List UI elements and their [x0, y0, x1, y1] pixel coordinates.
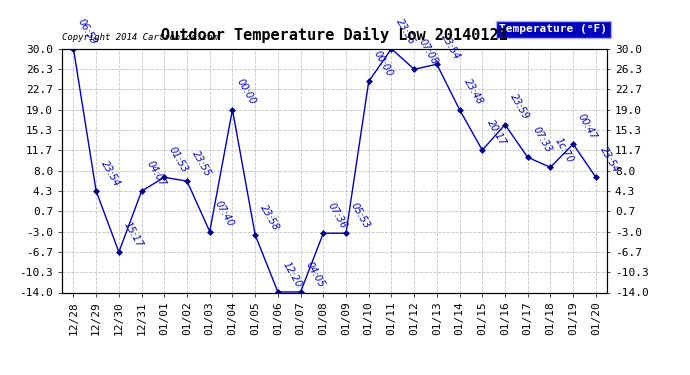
- Text: 1c:70: 1c:70: [553, 136, 575, 165]
- Text: 07:36: 07:36: [326, 201, 349, 231]
- Text: 20:17: 20:17: [485, 118, 508, 147]
- Text: 01:53: 01:53: [167, 145, 190, 174]
- Text: 06:59: 06:59: [76, 16, 99, 46]
- Text: 23:54: 23:54: [599, 145, 622, 174]
- Text: 07:33: 07:33: [531, 125, 553, 154]
- Text: 23:55: 23:55: [190, 149, 213, 178]
- Text: 00:00: 00:00: [235, 78, 258, 107]
- Text: 12:20: 12:20: [281, 260, 304, 289]
- Text: 07:08: 07:08: [417, 37, 440, 66]
- Text: 05:53: 05:53: [348, 201, 372, 231]
- Text: 04:07: 04:07: [144, 159, 167, 188]
- Text: 23:59: 23:59: [508, 92, 531, 122]
- Text: Copyright 2014 Cartronics.com: Copyright 2014 Cartronics.com: [62, 33, 218, 42]
- Text: 23:48: 23:48: [462, 78, 485, 107]
- Text: 04:05: 04:05: [304, 260, 326, 289]
- Text: 00:00: 00:00: [371, 49, 394, 79]
- Text: Temperature (°F): Temperature (°F): [499, 24, 607, 34]
- Text: 23:54: 23:54: [99, 159, 121, 188]
- Text: 00:47: 00:47: [576, 112, 599, 141]
- Title: Outdoor Temperature Daily Low 20140121: Outdoor Temperature Daily Low 20140121: [161, 27, 508, 44]
- Text: 23:56: 23:56: [394, 16, 417, 46]
- Text: 23:58: 23:58: [258, 202, 281, 232]
- Text: 07:40: 07:40: [213, 200, 235, 229]
- Text: 15:17: 15:17: [121, 220, 144, 249]
- Text: 23:54: 23:54: [440, 32, 462, 62]
